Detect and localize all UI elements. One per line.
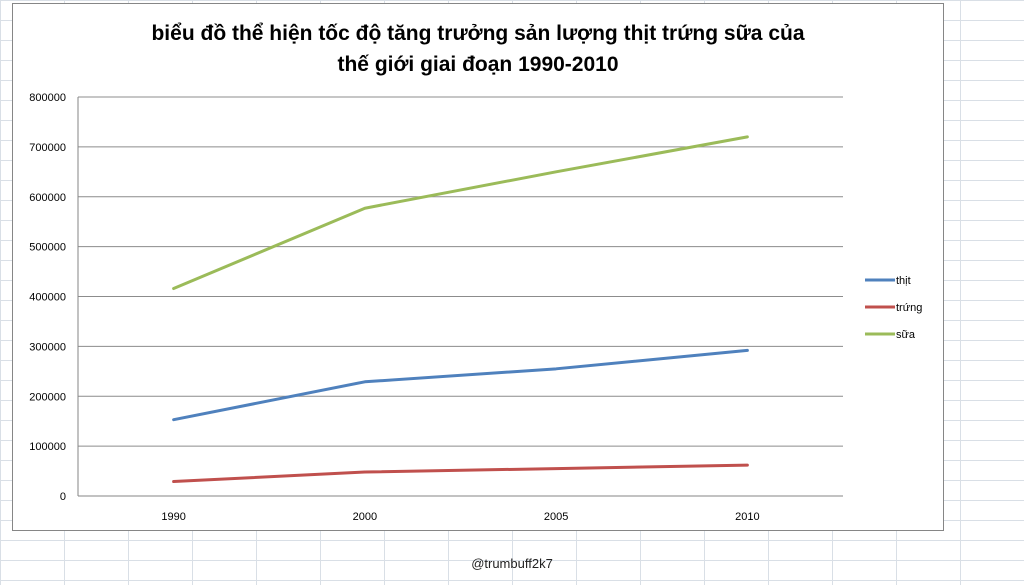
y-tick-label: 0	[60, 491, 66, 503]
y-tick-label: 200000	[29, 391, 66, 403]
x-tick-label: 2000	[353, 511, 377, 523]
series-line-1	[172, 463, 749, 484]
x-tick-label: 2010	[735, 511, 759, 523]
x-tick-label: 2005	[544, 511, 568, 523]
series-line-2	[172, 135, 749, 291]
legend-label-1: trứng	[896, 302, 922, 314]
x-tick-label: 1990	[161, 511, 185, 523]
y-tick-label: 300000	[29, 341, 66, 353]
chart-title-line-2: thế giới giai đoạn 1990-2010	[337, 53, 618, 76]
y-tick-label: 800000	[29, 92, 66, 104]
y-tick-label: 500000	[29, 242, 66, 254]
legend-label-0: thịt	[896, 275, 911, 287]
y-tick-label: 600000	[29, 192, 66, 204]
chart-panel: biểu đồ thể hiện tốc độ tăng trưởng sản …	[12, 3, 944, 531]
series-line-0	[172, 348, 749, 422]
chart-title-line-1: biểu đồ thể hiện tốc độ tăng trưởng sản …	[151, 22, 804, 45]
watermark-credit: @trumbuff2k7	[471, 556, 553, 571]
line-chart: biểu đồ thể hiện tốc độ tăng trưởng sản …	[29, 22, 922, 523]
y-tick-label: 700000	[29, 142, 66, 154]
legend-label-2: sữa	[896, 329, 916, 341]
y-tick-label: 400000	[29, 292, 66, 304]
y-tick-label: 100000	[29, 441, 66, 453]
